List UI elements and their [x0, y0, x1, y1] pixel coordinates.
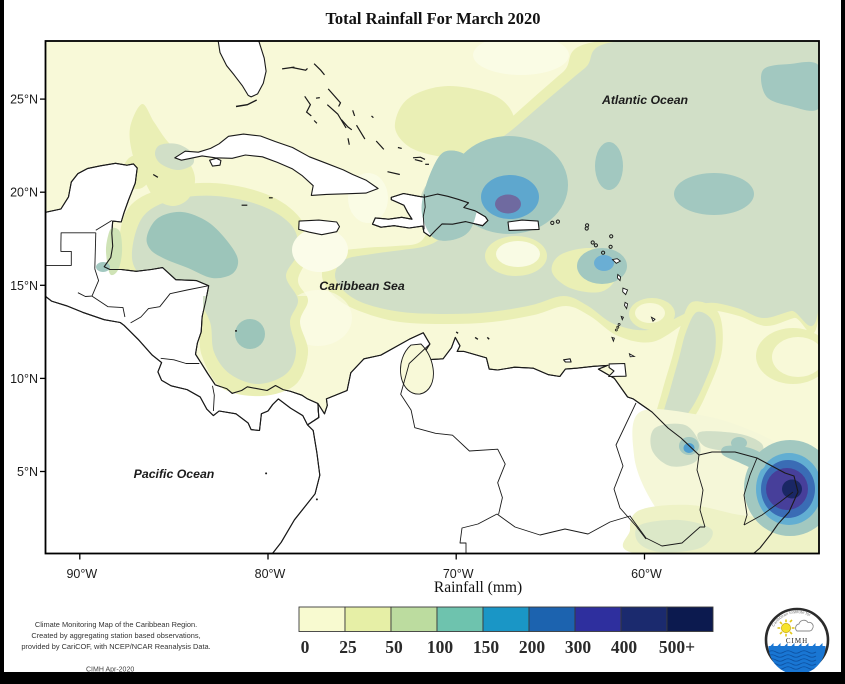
svg-text:400: 400	[611, 637, 638, 657]
svg-text:25°N: 25°N	[10, 93, 38, 107]
svg-text:500+: 500+	[659, 637, 695, 657]
svg-text:150: 150	[473, 637, 500, 657]
svg-text:CIMH Apr-2020: CIMH Apr-2020	[86, 667, 134, 674]
svg-text:Caribbean Sea: Caribbean Sea	[319, 279, 405, 293]
svg-text:50: 50	[385, 637, 403, 657]
svg-text:5°N: 5°N	[17, 465, 38, 479]
svg-text:Rainfall (mm): Rainfall (mm)	[434, 579, 522, 596]
svg-text:70°W: 70°W	[443, 567, 474, 581]
svg-text:20°N: 20°N	[10, 186, 38, 200]
svg-text:Created by aggregating station: Created by aggregating station based obs…	[31, 631, 200, 640]
svg-text:Total Rainfall For March 2020: Total Rainfall For March 2020	[325, 9, 540, 28]
svg-text:15°N: 15°N	[10, 279, 38, 293]
svg-text:provided by CariCOF, with NCEP: provided by CariCOF, with NCEP/NCAR Rean…	[21, 642, 210, 651]
svg-text:Climate Monitoring Map of the: Climate Monitoring Map of the Caribbean …	[35, 620, 197, 629]
svg-text:60°W: 60°W	[631, 567, 662, 581]
svg-text:25: 25	[339, 637, 357, 657]
svg-text:200: 200	[519, 637, 546, 657]
svg-text:90°W: 90°W	[66, 567, 97, 581]
svg-text:100: 100	[427, 637, 454, 657]
svg-text:300: 300	[565, 637, 592, 657]
svg-text:10°N: 10°N	[10, 372, 38, 386]
svg-text:Atlantic Ocean: Atlantic Ocean	[601, 93, 688, 107]
svg-text:80°W: 80°W	[255, 567, 286, 581]
svg-text:Pacific Ocean: Pacific Ocean	[134, 467, 215, 481]
svg-text:0: 0	[301, 637, 310, 657]
svg-text:CIMH: CIMH	[786, 637, 808, 645]
